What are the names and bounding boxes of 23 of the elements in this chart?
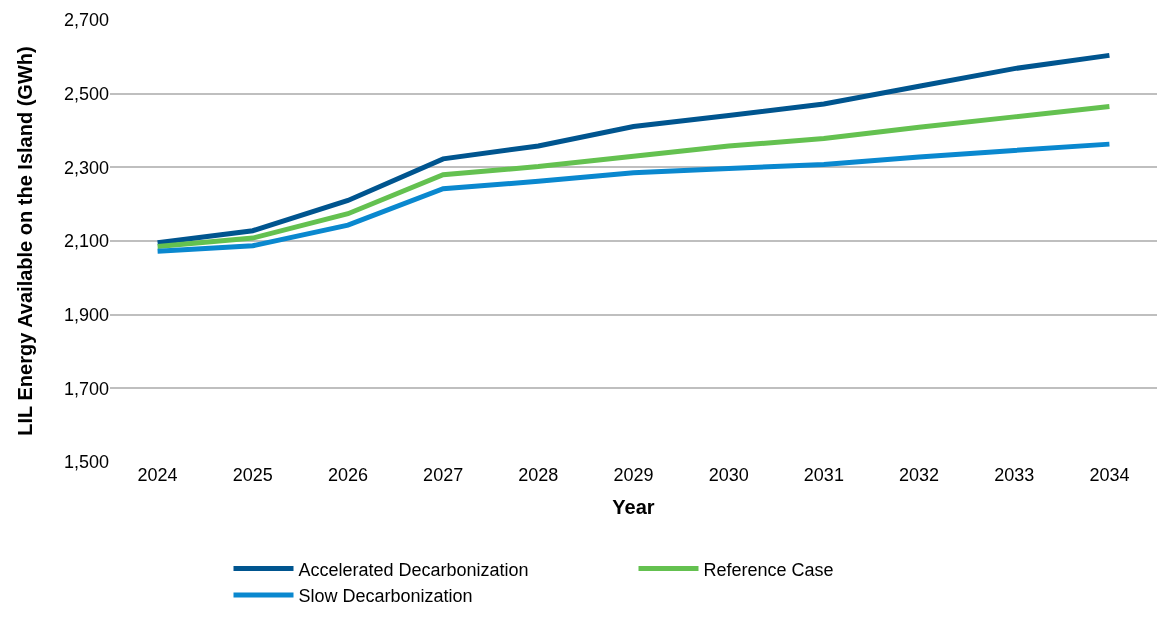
y-tick-label: 2,100 [63,231,109,252]
y-tick-label: 2,300 [63,157,109,178]
y-axis-title: LIL Energy Available on the Island (GWh) [14,46,37,436]
legend-label: Accelerated Decarbonization [298,559,529,580]
x-tick-label: 2027 [423,465,464,485]
y-tick-label: 1,700 [63,378,109,399]
x-tick-label: 2030 [708,465,749,485]
legend-label: Slow Decarbonization [298,586,473,607]
x-tick-label: 2029 [613,465,654,485]
x-axis-title: Year [612,495,655,518]
x-tick-label: 2031 [803,465,844,485]
x-tick-label: 2025 [232,465,273,485]
x-tick-label: 2024 [137,465,178,485]
y-tick-label: 1,900 [63,304,109,325]
y-tick-label: 1,500 [63,452,109,473]
x-tick-label: 2032 [899,465,940,485]
legend-label: Reference Case [703,559,834,580]
x-tick-label: 2034 [1089,465,1130,485]
x-tick-label: 2033 [994,465,1035,485]
y-tick-label: 2,500 [63,83,109,104]
y-tick-label: 2,700 [63,10,109,31]
x-tick-label: 2028 [518,465,559,485]
x-tick-label: 2026 [327,465,368,485]
